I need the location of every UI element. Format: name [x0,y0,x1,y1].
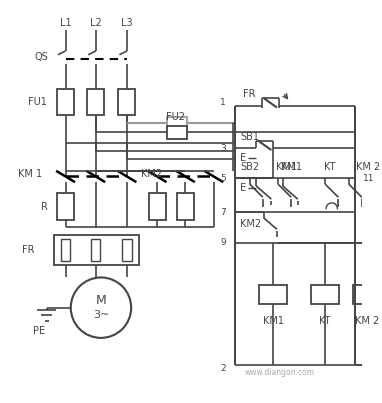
Text: SB1: SB1 [240,132,259,142]
Text: KM 2: KM 2 [356,316,380,326]
Bar [149,193,166,220]
Text: 3: 3 [220,144,226,153]
Bar [177,193,194,220]
Text: 7: 7 [220,208,226,217]
Text: 1: 1 [220,98,226,107]
Text: 11: 11 [363,174,374,183]
Text: M: M [96,294,106,307]
Text: www.diangon.com: www.diangon.com [245,368,315,377]
Text: PE: PE [32,326,45,336]
Bar [167,127,187,139]
Text: QS: QS [34,52,48,62]
Text: SB2: SB2 [240,162,259,172]
Bar [353,285,382,304]
Text: KT: KT [319,316,331,326]
Text: FU2: FU2 [167,112,186,122]
Text: 9: 9 [220,238,226,247]
Text: KM 2: KM 2 [356,162,380,172]
Text: FR: FR [243,89,256,100]
Text: 5: 5 [220,174,226,183]
Text: L2: L2 [90,18,102,28]
Bar [91,239,100,262]
Bar [87,89,104,115]
Bar [57,193,74,220]
Text: FU1: FU1 [28,97,47,107]
Bar [118,89,135,115]
Text: E: E [240,183,246,193]
Text: KM2: KM2 [240,219,261,229]
Bar [61,239,70,262]
Text: KT: KT [324,162,336,172]
Text: KM1: KM1 [281,162,302,172]
Text: FR: FR [22,245,35,255]
Text: KM 1: KM 1 [18,169,42,179]
Text: R: R [41,202,48,212]
Circle shape [71,278,131,338]
Text: KM1: KM1 [276,162,297,172]
Text: 2: 2 [220,364,226,373]
Bar [57,89,74,115]
Text: 3~: 3~ [93,310,109,320]
Text: KM2: KM2 [141,169,162,179]
Bar [167,117,187,129]
Text: L1: L1 [60,18,71,28]
Text: L3: L3 [121,18,133,28]
Text: KM1: KM1 [263,316,284,326]
Bar [259,285,287,304]
Bar [122,239,132,262]
Text: E: E [240,153,246,163]
Bar [54,235,139,265]
Bar [311,285,339,304]
